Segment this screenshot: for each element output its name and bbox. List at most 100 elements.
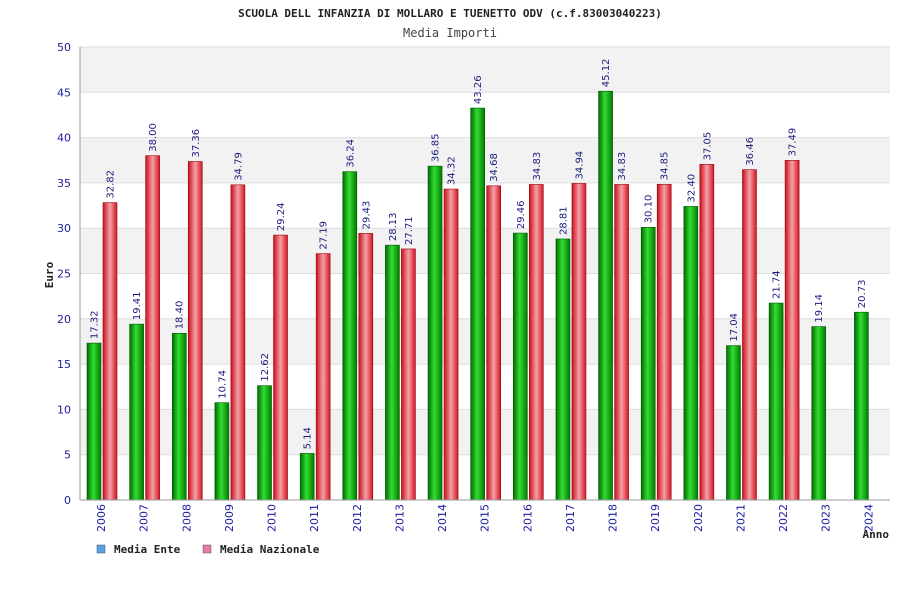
bar-media-ente-2015 — [470, 107, 485, 501]
data-label: 17.04 — [729, 313, 740, 342]
bar-media-ente-2011 — [299, 453, 315, 501]
x-tick-label: 2009 — [223, 504, 236, 532]
legend-swatch-media-ente — [96, 544, 106, 554]
y-axis-ticks: 0 5 10 15 20 25 30 35 40 45 50 — [57, 41, 71, 507]
bar-media-nazionale-2016 — [529, 184, 544, 501]
bar-media-nazionale-2009 — [230, 184, 246, 501]
x-tick-label: 2023 — [820, 504, 833, 532]
bar-media-nazionale-2019 — [656, 183, 672, 501]
data-label: 36.85 — [431, 133, 442, 162]
bar-media-nazionale-2018 — [614, 184, 629, 501]
data-label: 37.49 — [788, 128, 799, 157]
bar-media-ente-2010 — [257, 385, 272, 501]
data-label: 38.00 — [148, 123, 159, 152]
x-tick-label: 2017 — [564, 504, 577, 532]
data-label: 34.32 — [447, 156, 458, 185]
data-label: 19.14 — [814, 294, 825, 323]
y-tick-label: 20 — [57, 313, 71, 326]
data-label: 28.13 — [388, 213, 399, 242]
bar-media-nazionale-2008 — [187, 161, 203, 501]
y-tick-label: 40 — [57, 132, 71, 145]
bar-media-ente-2018 — [598, 90, 613, 501]
bar-media-ente-2022 — [768, 302, 784, 501]
bar-media-nazionale-2007 — [145, 155, 160, 501]
data-label: 32.82 — [106, 170, 117, 199]
y-tick-label: 50 — [57, 41, 71, 54]
bar-media-nazionale-2020 — [699, 164, 715, 501]
data-label: 10.74 — [217, 370, 228, 399]
data-labels: 17.32 32.82 19.41 38.00 18.40 37.36 10.74 34.79… — [90, 59, 868, 450]
y-axis-label: Euro — [43, 261, 56, 288]
y-tick-label: 30 — [57, 222, 71, 235]
data-label: 20.73 — [857, 280, 868, 309]
x-tick-label: 2021 — [734, 504, 747, 532]
data-label: 34.79 — [233, 152, 244, 181]
legend-swatch-media-nazionale — [202, 544, 212, 554]
x-tick-label: 2018 — [607, 504, 620, 532]
x-tick-label: 2022 — [777, 504, 790, 532]
bar-media-nazionale-2021 — [742, 169, 757, 501]
legend-label-media-nazionale: Media Nazionale — [220, 543, 320, 556]
data-label: 21.74 — [772, 270, 783, 299]
bar-media-ente-2021 — [726, 345, 741, 501]
data-label: 43.26 — [473, 75, 484, 104]
bar-media-ente-2009 — [214, 402, 230, 501]
x-tick-label: 2020 — [692, 504, 705, 532]
bar-media-ente-2013 — [385, 244, 400, 501]
y-tick-label: 0 — [64, 494, 71, 507]
bar-media-nazionale-2011 — [315, 253, 331, 501]
x-axis-label: Anno — [863, 528, 890, 541]
data-label: 45.12 — [601, 59, 612, 88]
grid-band — [80, 92, 890, 138]
x-tick-label: 2010 — [266, 504, 279, 532]
bar-media-nazionale-2012 — [358, 233, 374, 501]
data-label: 12.62 — [260, 353, 271, 382]
x-tick-label: 2006 — [95, 504, 108, 532]
bar-media-nazionale-2006 — [102, 202, 118, 501]
y-tick-label: 10 — [57, 403, 71, 416]
x-tick-label: 2013 — [393, 504, 406, 532]
data-label: 34.68 — [489, 153, 500, 182]
bar-media-nazionale-2015 — [486, 185, 501, 501]
data-label: 19.41 — [132, 292, 143, 321]
data-label: 37.05 — [702, 132, 713, 161]
data-label: 29.24 — [276, 202, 287, 231]
x-tick-label: 2019 — [649, 504, 662, 532]
bar-media-ente-2016 — [513, 232, 528, 501]
bar-media-ente-2024 — [854, 311, 869, 501]
data-label: 32.40 — [686, 174, 697, 203]
y-tick-label: 45 — [57, 86, 71, 99]
bar-media-ente-2019 — [640, 226, 656, 501]
data-label: 34.83 — [532, 152, 543, 181]
bar-media-ente-2023 — [811, 326, 827, 501]
data-label: 29.43 — [361, 201, 372, 230]
bar-media-ente-2014 — [427, 165, 443, 501]
x-tick-label: 2015 — [479, 504, 492, 532]
bar-media-nazionale-2017 — [571, 183, 587, 501]
data-label: 30.10 — [644, 195, 655, 224]
x-tick-label: 2024 — [862, 504, 875, 532]
legend: Media Ente Media Nazionale — [96, 543, 320, 556]
bar-media-ente-2007 — [129, 323, 144, 501]
bar-media-nazionale-2013 — [401, 248, 416, 501]
x-tick-label: 2011 — [308, 504, 321, 532]
data-label: 17.32 — [90, 310, 101, 339]
bar-media-ente-2006 — [86, 342, 102, 501]
chart-title: SCUOLA DELL INFANZIA DI MOLLARO E TUENET… — [238, 7, 662, 20]
y-tick-label: 25 — [57, 268, 71, 281]
bar-media-ente-2017 — [555, 238, 571, 501]
bar-media-ente-2020 — [683, 206, 699, 501]
y-tick-label: 5 — [64, 449, 71, 462]
data-label: 28.81 — [558, 206, 569, 235]
data-label: 36.46 — [745, 137, 756, 166]
y-tick-label: 35 — [57, 177, 71, 190]
x-tick-label: 2016 — [521, 504, 534, 532]
x-tick-label: 2008 — [180, 504, 193, 532]
x-axis-ticks: 2006 2007 2008 2009 2010 2011 2012 2013 2014 2015… — [95, 504, 875, 532]
bar-media-nazionale-2022 — [784, 160, 800, 501]
data-label: 27.19 — [319, 221, 330, 250]
data-label: 27.71 — [404, 216, 415, 245]
bar-media-nazionale-2014 — [443, 188, 459, 501]
x-tick-label: 2012 — [351, 504, 364, 532]
